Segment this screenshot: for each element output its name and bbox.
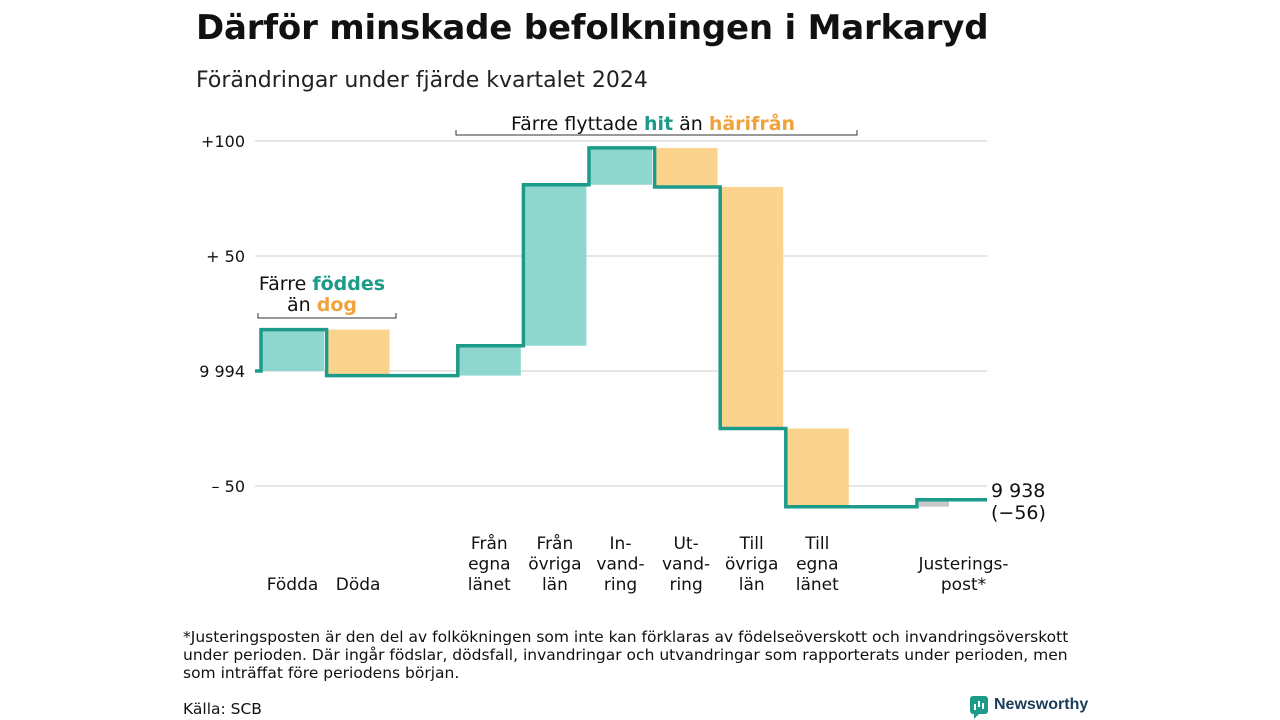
x-label-4-0: Från: [537, 533, 574, 554]
brand-name: Newsworthy: [994, 696, 1089, 713]
bar-1: [326, 329, 390, 376]
annotation-migration-middle: än: [673, 113, 709, 135]
grid-lines: [255, 140, 987, 487]
x-label-8-0: Till: [804, 534, 829, 554]
level-line: [255, 146, 987, 509]
bar-10: [919, 499, 949, 507]
x-label-10-0: Justerings-: [917, 555, 1008, 575]
end-change-label: (−56): [991, 502, 1046, 524]
x-label-7-1: övriga: [725, 555, 778, 575]
bar-5: [589, 147, 652, 185]
x-label-6-0: Ut-: [673, 534, 698, 554]
annotation-births-prefix: Färre: [259, 273, 312, 295]
y-tick-label-1: + 50: [206, 247, 245, 266]
annotation-births: Färre föddes än dog: [257, 273, 397, 319]
x-label-4-1: övriga: [528, 555, 581, 575]
bars: [261, 147, 949, 507]
brand-logo[interactable]: Newsworthy: [970, 696, 1089, 719]
x-label-4-2: län: [542, 575, 568, 595]
bar-3: [457, 345, 521, 376]
x-label-6-2: ring: [669, 575, 702, 595]
end-value-label: 9 938: [991, 480, 1045, 502]
x-label-5-2: ring: [604, 575, 637, 595]
x-label-8-1: egna: [796, 555, 838, 575]
x-label-10-1: post*: [941, 575, 986, 595]
svg-text:Färre föddes: Färre föddes: [259, 273, 385, 295]
footnote: *Justeringsposten är den del av folkökni…: [183, 628, 1069, 682]
x-label-7-0: Till: [739, 534, 764, 554]
x-label-3-0: Från: [471, 533, 508, 554]
bar-0: [261, 329, 324, 371]
annotation-births-an: än: [287, 294, 317, 316]
svg-text:Färre flyttade hit än härifrån: Färre flyttade hit än härifrån: [511, 111, 795, 135]
y-tick-label-3: – 50: [212, 477, 245, 496]
bar-7: [720, 187, 784, 429]
source-text: Källa: SCB: [183, 700, 262, 718]
annotation-migration-prefix: Färre flyttade: [511, 113, 644, 135]
x-label-7-2: län: [739, 575, 765, 595]
bar-6: [654, 147, 718, 187]
x-label-8-2: länet: [796, 575, 839, 595]
annotation-migration-hit: hit: [644, 113, 673, 135]
annotation-births-dog: dog: [317, 294, 357, 316]
chart-title: Därför minskade befolkningen i Markaryd: [196, 8, 989, 48]
x-label-5-0: In-: [610, 534, 632, 554]
bar-chart-speech-icon: [970, 696, 988, 719]
y-tick-label-2: 9 994: [199, 362, 245, 381]
waterfall-chart: +100+ 509 994– 50 Födda DödaFrånegnalänet…: [199, 111, 1046, 595]
x-label-3-1: egna: [468, 555, 510, 575]
level-polyline: [255, 146, 987, 509]
x-label-6-1: vand-: [662, 555, 710, 575]
x-label-5-1: vand-: [596, 555, 644, 575]
annotation-migration-bracket: [455, 130, 858, 136]
y-axis-ticks: +100 + 50 9 994 – 50: [199, 132, 245, 496]
x-label-3-2: länet: [468, 575, 511, 595]
x-label-0-0: Födda: [267, 575, 319, 595]
svg-text:än dog: än dog: [287, 294, 357, 316]
chart-subtitle: Förändringar under fjärde kvartalet 2024: [196, 68, 648, 93]
y-tick-label-0: +100: [201, 132, 245, 151]
bar-4: [523, 184, 587, 346]
annotation-migration: Färre flyttade hit än härifrån: [455, 111, 858, 136]
x-label-1-0: Döda: [336, 575, 381, 595]
annotation-migration-harifran: härifrån: [709, 111, 795, 135]
x-axis-labels: Födda DödaFrånegnalänetFrånövrigalänIn-va…: [267, 533, 1009, 595]
annotation-births-bracket: [257, 313, 397, 319]
annotation-births-foddes: föddes: [312, 273, 385, 295]
bar-8: [785, 428, 849, 507]
